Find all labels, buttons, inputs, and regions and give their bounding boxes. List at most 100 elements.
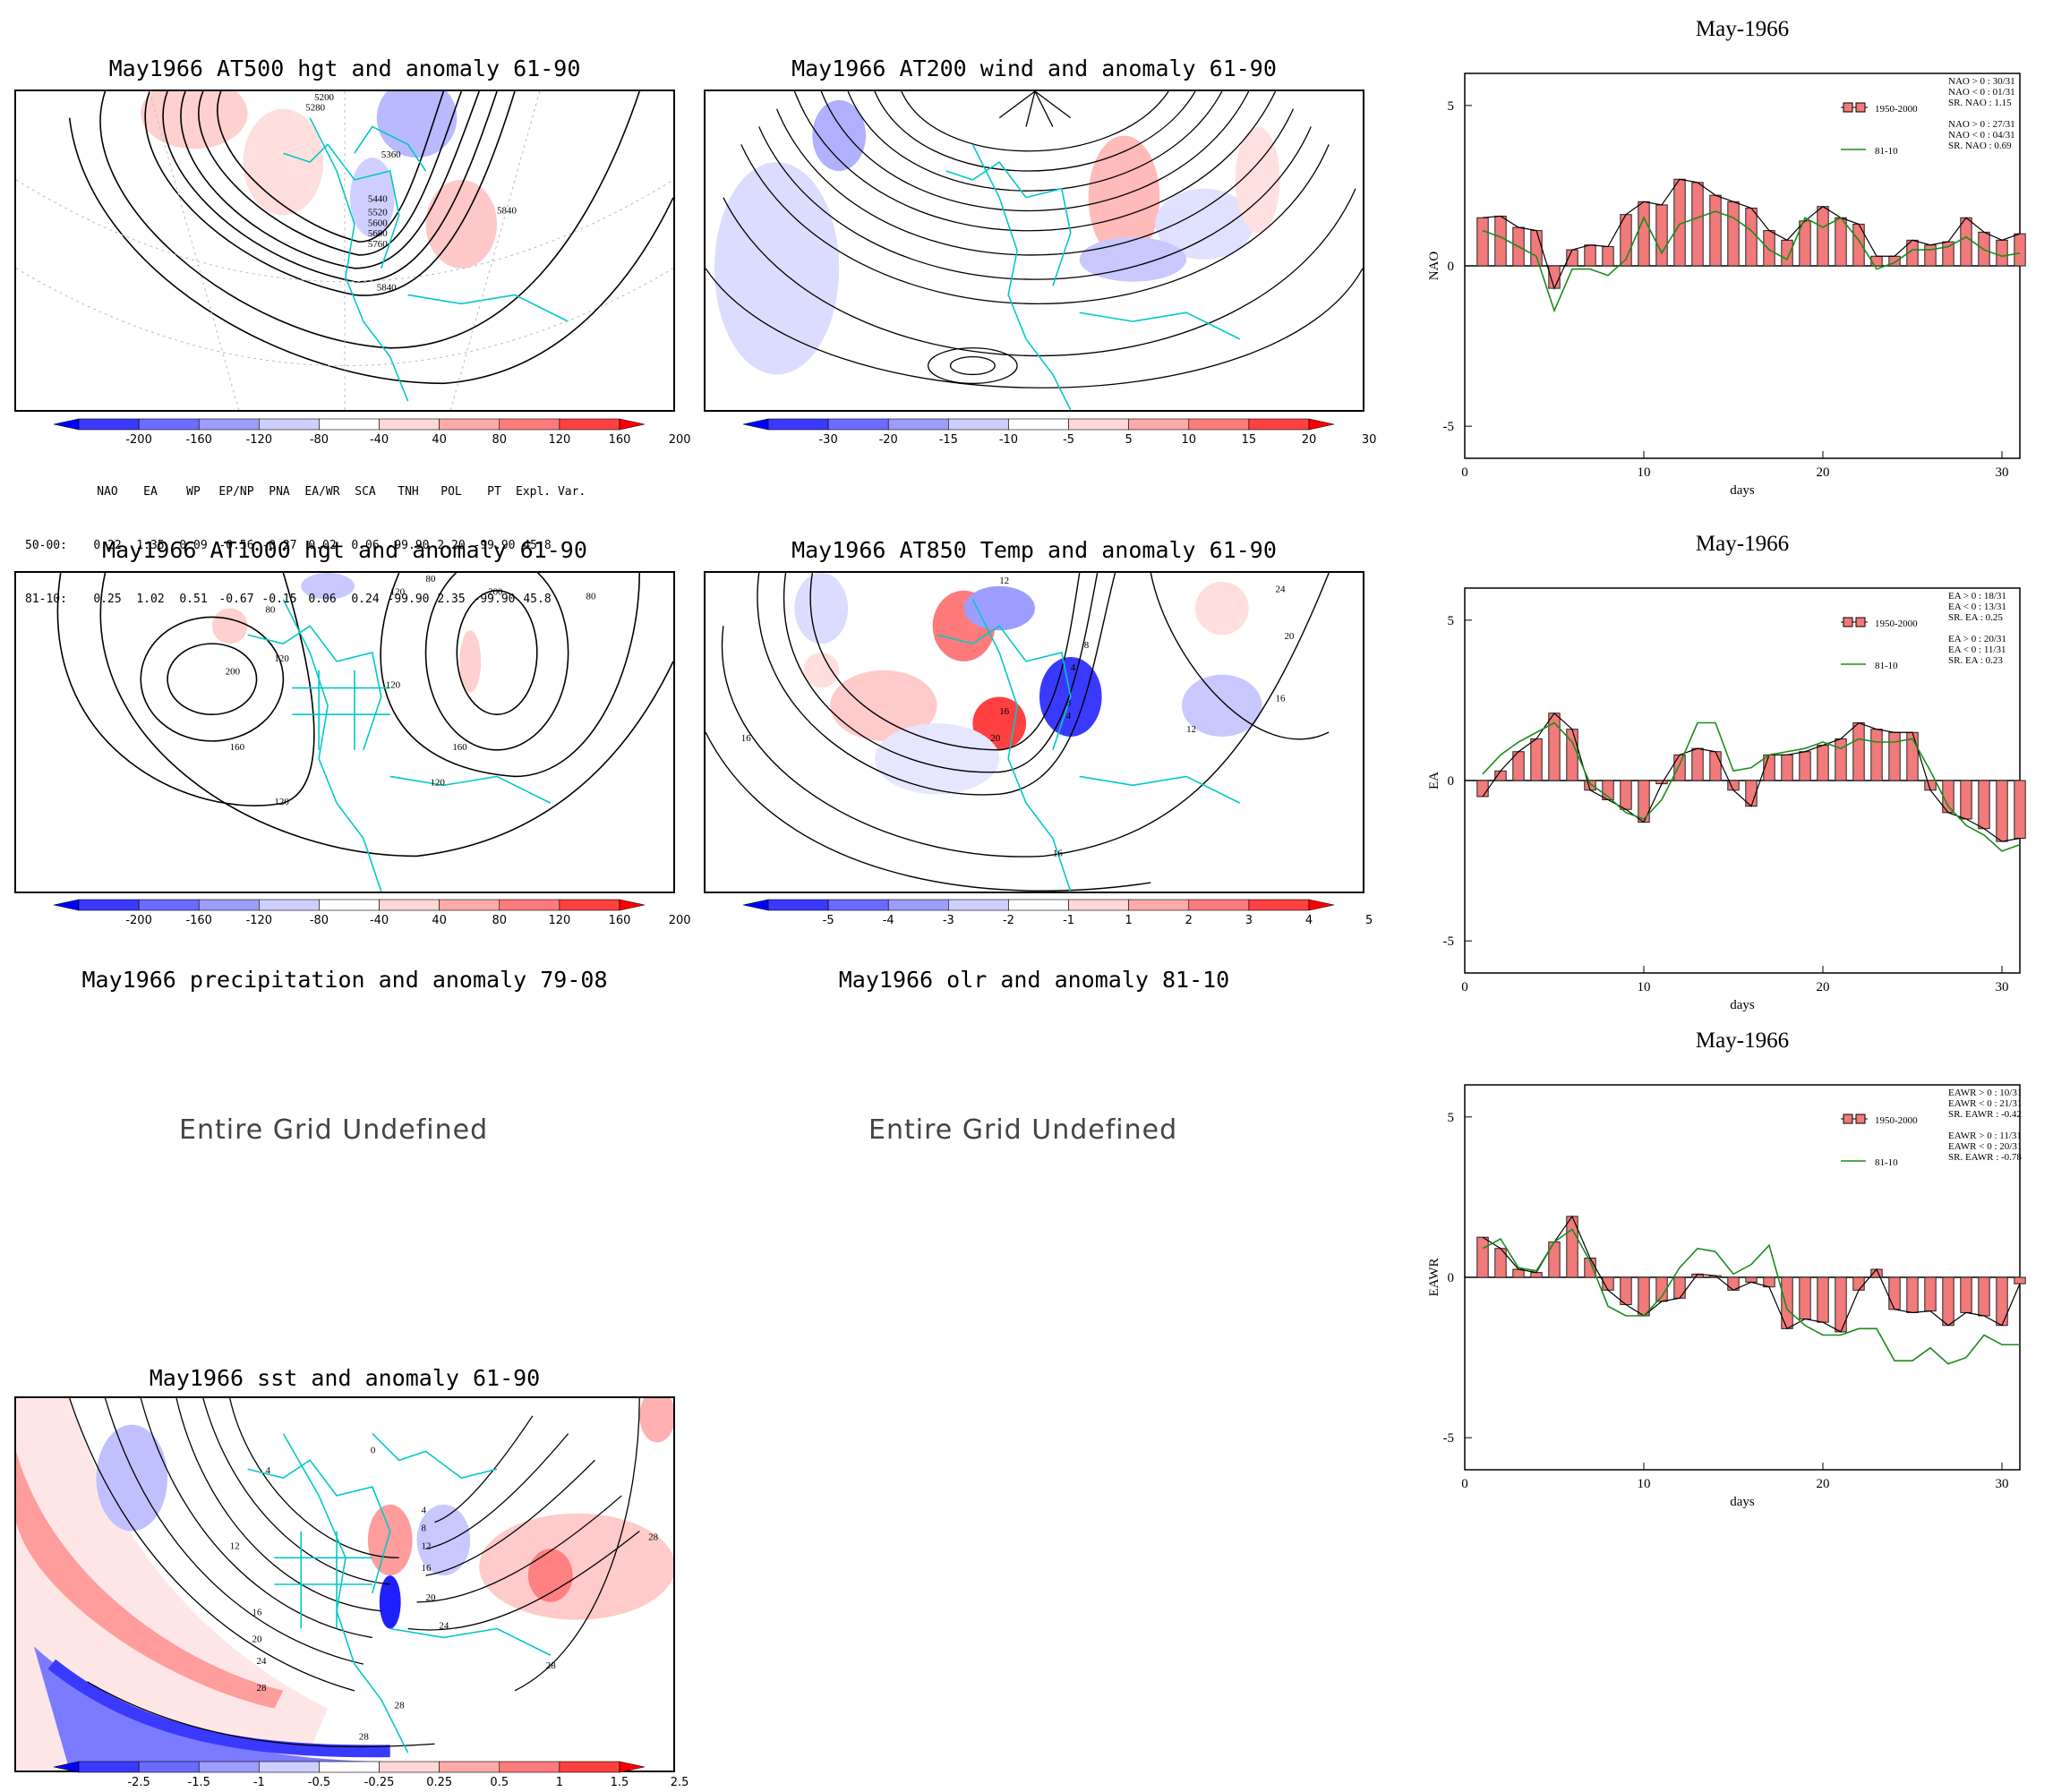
anomaly-positive bbox=[972, 696, 1027, 750]
legend-label: 81-10 bbox=[1875, 146, 1898, 157]
colorbar-segment bbox=[379, 418, 440, 431]
colorbar-segment bbox=[379, 1761, 440, 1773]
contour-label: 5280 bbox=[305, 103, 325, 114]
contours bbox=[68, 91, 673, 385]
bar bbox=[1673, 1276, 1686, 1299]
colorbar-sst: -2.5 -1.5 -1 -0.5 -0.25 0.25 0.5 1 1.5 2.5 bbox=[53, 1761, 689, 1792]
colorbar-segment bbox=[439, 1761, 500, 1773]
map-z1000-svg: 80 80 120 200 80 200 120 120 160 160 120… bbox=[56, 573, 673, 892]
colorbar-arrow-low bbox=[53, 899, 80, 911]
colorbar-arrow-low bbox=[53, 1761, 80, 1773]
colorbar-segment bbox=[78, 899, 140, 911]
contour-label: 5520 bbox=[368, 207, 388, 218]
colorbar-segment bbox=[198, 418, 260, 431]
legend-label: 1950-2000 bbox=[1875, 1115, 1918, 1126]
y-tick-label: 0 bbox=[1448, 260, 1455, 274]
colorbar-segment bbox=[138, 899, 200, 911]
legend-label: 1950-2000 bbox=[1875, 104, 1918, 115]
contour-label: 160 bbox=[230, 742, 245, 753]
colorbar-tick-label: 3 bbox=[1245, 914, 1253, 927]
legend-stat: EA > 0 : 18/31 bbox=[1948, 591, 2006, 602]
colorbar-tick-label: -5 bbox=[1063, 433, 1074, 447]
index-table-cell: 45.8 bbox=[523, 593, 552, 606]
line-series-81-10 bbox=[1482, 721, 2021, 852]
grid-lines bbox=[16, 91, 673, 410]
bar bbox=[1817, 1276, 1829, 1323]
colorbar-tick-label: -15 bbox=[939, 433, 958, 447]
header-spacer bbox=[25, 483, 86, 501]
colorbar-tick-label: -0.25 bbox=[364, 1776, 395, 1789]
index-table-cell: -0.67 bbox=[218, 593, 254, 606]
index-table-cell: PNA bbox=[269, 485, 290, 499]
legend-label: 81-10 bbox=[1875, 661, 1898, 671]
contour-labels: 5200 5280 5360 5440 5520 5600 5680 5760 … bbox=[305, 92, 517, 294]
index-table-cell: WP bbox=[186, 485, 201, 499]
colorbar-segment bbox=[948, 418, 1009, 431]
bar bbox=[1763, 230, 1775, 267]
contour-label: 28 bbox=[257, 1683, 267, 1694]
anomaly-negative bbox=[33, 1646, 408, 1771]
colorbar-segment bbox=[827, 418, 889, 431]
contour-label: 4 bbox=[1071, 662, 1076, 673]
bar bbox=[2014, 233, 2026, 267]
colorbar-segment bbox=[439, 418, 500, 431]
anomaly-negative bbox=[714, 162, 840, 375]
anomaly-negative bbox=[963, 585, 1035, 631]
coastline bbox=[945, 143, 1241, 410]
anomaly-negative bbox=[874, 723, 1000, 795]
index-table-cell: Expl. Var. bbox=[516, 485, 586, 499]
legend-stat: SR. EA : 0.25 bbox=[1948, 612, 2003, 623]
bar bbox=[1888, 1276, 1901, 1310]
index-table-cell: -99.90 bbox=[387, 539, 430, 552]
map-title: May1966 olr and anomaly 81-10 bbox=[838, 967, 1230, 993]
colorbar-t850: -5 -4 -3 -2 -1 1 2 3 4 5 bbox=[742, 899, 1373, 930]
contour-label: 16 bbox=[999, 706, 1009, 717]
x-tick-label: 10 bbox=[1638, 980, 1651, 994]
legend-bar-swatch bbox=[1855, 1114, 1866, 1124]
index-table-row: 50-00: 0.22 1.35 0.09 -0.56 -0.27 0.02 0.06 -99… bbox=[25, 537, 559, 555]
bar bbox=[1745, 1276, 1758, 1283]
colorbar-segment bbox=[1008, 418, 1069, 431]
map-z500-svg: 5200 5280 5360 5440 5520 5600 5680 5760 … bbox=[16, 91, 673, 410]
contour-label: 120 bbox=[390, 587, 406, 598]
colorbar-segment bbox=[1248, 418, 1310, 431]
bar bbox=[1709, 751, 1722, 781]
anomaly-negative bbox=[1079, 237, 1187, 282]
anomaly-positive bbox=[16, 1398, 329, 1771]
anomaly-negative bbox=[1182, 674, 1262, 737]
colorbar-tick-label: 15 bbox=[1242, 433, 1257, 447]
colorbar-svg: -2.5 -1.5 -1 -0.5 -0.25 0.25 0.5 1 1.5 2.5 bbox=[53, 1761, 689, 1789]
colorbar-segment bbox=[198, 1761, 260, 1773]
coastline bbox=[247, 1433, 552, 1754]
anomaly-negative bbox=[812, 99, 867, 171]
colorbar-segment bbox=[827, 899, 889, 911]
x-tick-label: 0 bbox=[1461, 980, 1468, 994]
bar bbox=[1691, 747, 1704, 781]
contour-label: 200 bbox=[226, 667, 241, 678]
legend-label: 81-10 bbox=[1875, 1157, 1898, 1168]
colorbar-tick-label: 80 bbox=[492, 914, 508, 927]
map-title: May1966 precipitation and anomaly 79-08 bbox=[81, 967, 608, 993]
undefined-message: Entire Grid Undefined bbox=[868, 1114, 1178, 1146]
colorbar-tick-label: -80 bbox=[310, 433, 329, 447]
contour-label: 16 bbox=[252, 1608, 262, 1618]
bar bbox=[2014, 1276, 2026, 1284]
anomaly-positive bbox=[1195, 581, 1249, 636]
contour-label: 200 bbox=[488, 587, 503, 598]
colorbar-segment bbox=[198, 899, 260, 911]
bar-series-line bbox=[1482, 712, 2021, 842]
contour-label: 120 bbox=[274, 653, 289, 664]
colorbar-tick-label: -40 bbox=[370, 914, 389, 927]
contour-label: 8 bbox=[1084, 640, 1090, 651]
y-tick-label: -5 bbox=[1443, 1431, 1455, 1446]
colorbar-arrow-high bbox=[619, 1761, 646, 1773]
map-z1000: 80 80 120 200 80 200 120 120 160 160 120… bbox=[14, 571, 675, 893]
legend-stat: NAO < 0 : 04/31 bbox=[1948, 130, 2015, 141]
header-cells: NAO EA WP EP/NP PNA EA/WR SCA TNH POL PT Expl. Var… bbox=[86, 483, 586, 501]
contour-label: 4 bbox=[265, 1465, 270, 1476]
colorbar-segment bbox=[319, 418, 380, 431]
map-t850-svg: 12 24 20 16 4 8 16 12 20 16 16 8 4 bbox=[706, 573, 1330, 892]
colorbar-tick-label: 20 bbox=[1302, 433, 1317, 447]
bar bbox=[1870, 255, 1883, 267]
legend-stat: NAO < 0 : 01/31 bbox=[1948, 87, 2015, 98]
